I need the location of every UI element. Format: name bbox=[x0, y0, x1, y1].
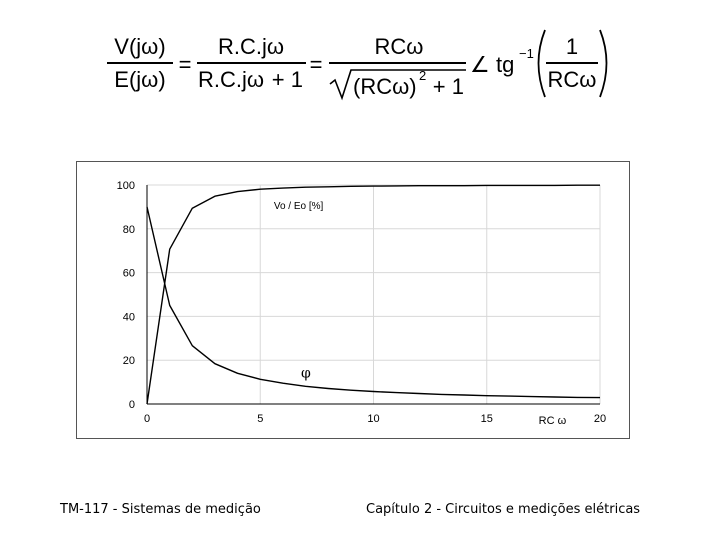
axes bbox=[146, 185, 600, 405]
x-tick-label: 5 bbox=[257, 413, 263, 425]
tg-function: tg bbox=[496, 52, 514, 77]
y-tick-label: 0 bbox=[129, 399, 135, 411]
fraction2-denominator-exponent: 2 bbox=[419, 68, 426, 83]
transfer-function-formula: V(jω) E(jω) = R.C.jω R.C.jω + 1 = RCω (R… bbox=[107, 29, 608, 101]
y-tick-label: 60 bbox=[123, 268, 135, 280]
x-axis-label: RC ω bbox=[539, 415, 567, 427]
fraction2-numerator: RCω bbox=[375, 34, 424, 59]
series-line-1 bbox=[146, 206, 601, 399]
tick-labels: 0 20 40 60 80 100 0 5 10 15 20 bbox=[117, 180, 606, 425]
fraction2-denominator-b: + 1 bbox=[433, 74, 464, 99]
lhs-numerator: V(jω) bbox=[114, 34, 165, 59]
x-tick-label: 10 bbox=[367, 413, 379, 425]
lhs-denominator: E(jω) bbox=[114, 67, 165, 92]
series bbox=[146, 184, 601, 405]
chart: 0 20 40 60 80 100 0 5 10 15 20 Vo / Eo [%] φ RC ω bbox=[117, 180, 606, 427]
grid bbox=[146, 184, 601, 405]
footer-course: TM-117 - Sistemas de medição bbox=[60, 502, 261, 517]
x-tick-label: 15 bbox=[481, 413, 493, 425]
fraction1-denominator-a: R.C.jω bbox=[198, 67, 264, 92]
x-tick-label: 20 bbox=[594, 413, 606, 425]
series-line-0 bbox=[146, 184, 600, 405]
equals-sign-2: = bbox=[310, 52, 323, 77]
y-tick-label: 20 bbox=[123, 355, 135, 367]
left-paren-icon bbox=[537, 29, 546, 98]
y-tick-label: 80 bbox=[123, 224, 135, 236]
chart-labels: Vo / Eo [%] φ RC ω bbox=[274, 201, 567, 427]
right-paren-icon bbox=[599, 29, 608, 98]
sqrt-icon bbox=[329, 69, 466, 101]
fraction3-numerator: 1 bbox=[566, 34, 578, 59]
fraction2-denominator-a: (RCω) bbox=[353, 74, 417, 99]
fraction1-numerator: R.C.jω bbox=[218, 34, 284, 59]
y-tick-label: 100 bbox=[117, 180, 135, 192]
fraction3-denominator: RCω bbox=[548, 67, 597, 92]
chart-frame: 0 20 40 60 80 100 0 5 10 15 20 Vo / Eo [%] φ RC ω bbox=[76, 161, 630, 439]
fraction1-denominator-b: + 1 bbox=[272, 67, 303, 92]
footer-chapter: Capítulo 2 - Circuitos e medições elétri… bbox=[366, 502, 641, 517]
y-tick-label: 40 bbox=[123, 311, 135, 323]
tg-exponent: −1 bbox=[519, 46, 534, 61]
series-label-magnitude: Vo / Eo [%] bbox=[274, 201, 324, 212]
angle-symbol: ∠ bbox=[470, 53, 490, 78]
x-tick-label: 0 bbox=[144, 413, 150, 425]
series-label-phase: φ bbox=[301, 366, 311, 382]
equals-sign-1: = bbox=[179, 52, 192, 77]
